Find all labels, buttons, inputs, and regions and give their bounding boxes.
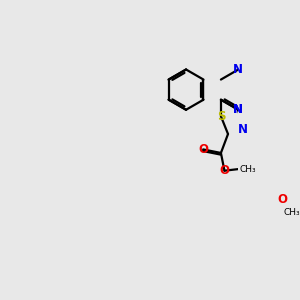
Text: O: O — [220, 164, 230, 177]
Text: S: S — [217, 110, 225, 123]
Text: N: N — [233, 103, 243, 116]
Text: N: N — [238, 123, 248, 136]
Text: O: O — [278, 193, 288, 206]
Text: N: N — [233, 103, 243, 116]
Text: O: O — [198, 143, 208, 156]
Text: N: N — [233, 63, 243, 76]
Text: CH₃: CH₃ — [240, 165, 256, 174]
Text: CH₃: CH₃ — [284, 208, 300, 217]
